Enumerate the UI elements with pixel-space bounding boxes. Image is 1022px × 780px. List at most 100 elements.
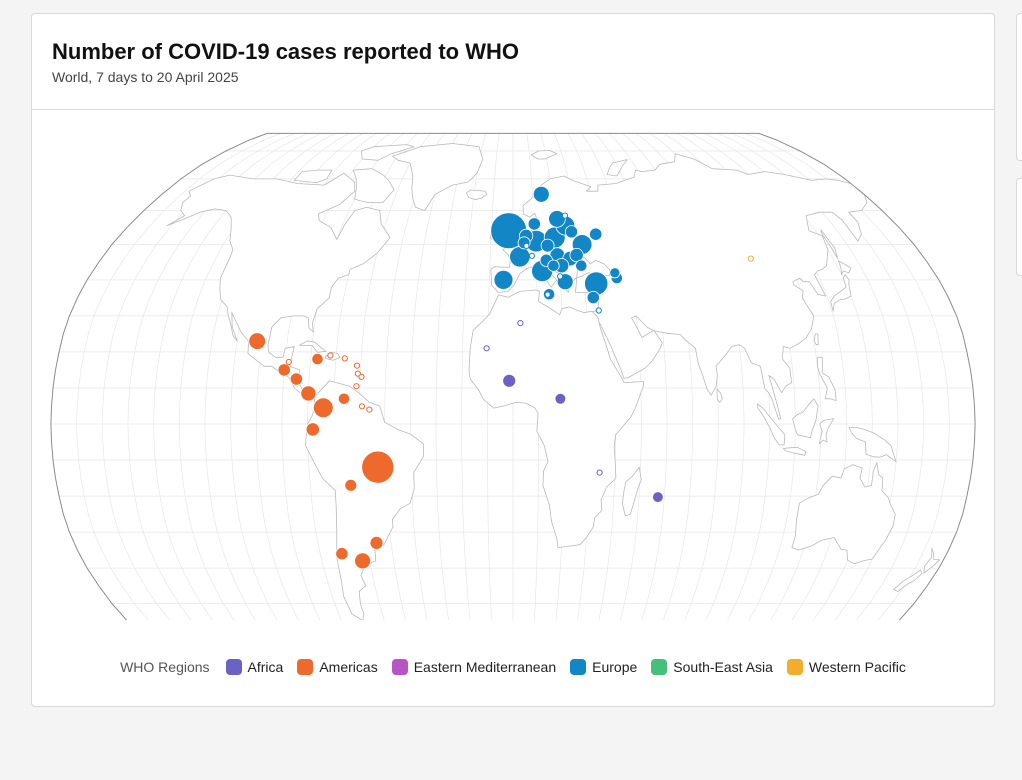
country-bubble-europe[interactable] — [544, 291, 551, 298]
country-bubble-americas[interactable] — [358, 373, 365, 380]
country-bubble-americas[interactable] — [366, 406, 373, 413]
country-bubble-europe[interactable] — [509, 246, 531, 268]
country-bubble-americas[interactable] — [341, 355, 348, 362]
country-bubble-europe[interactable] — [575, 259, 588, 272]
country-bubble-americas[interactable] — [358, 403, 366, 410]
legend-label: Africa — [247, 659, 284, 675]
country-bubble-americas[interactable] — [361, 450, 395, 484]
legend-swatch — [225, 659, 242, 675]
legend-label: Western Pacific — [808, 659, 906, 675]
landmass-new-guinea — [848, 427, 897, 463]
landmass-madagascar — [621, 466, 642, 517]
landmass-hokkaido — [838, 260, 852, 275]
legend-label: South-East Asia — [673, 659, 773, 675]
country-bubble-africa[interactable] — [652, 491, 664, 503]
country-bubble-europe[interactable] — [595, 307, 602, 314]
country-bubble-americas[interactable] — [353, 383, 360, 390]
legend-item-europe[interactable]: Europe — [570, 659, 637, 675]
graticule-meridian — [435, 133, 473, 715]
legend-item-africa[interactable]: Africa — [225, 659, 284, 675]
country-bubble-americas[interactable] — [305, 422, 320, 437]
world-map[interactable] — [32, 110, 994, 716]
country-bubble-africa[interactable] — [502, 373, 517, 388]
country-bubble-africa[interactable] — [554, 392, 567, 405]
legend-item-americas[interactable]: Americas — [297, 659, 378, 675]
landmass-svalbard — [530, 150, 558, 160]
country-bubble-europe[interactable] — [527, 217, 541, 231]
legend-swatch — [570, 659, 587, 675]
chart-subtitle: World, 7 days to 20 April 2025 — [52, 69, 239, 85]
landmass-philippines — [817, 356, 837, 401]
country-bubble-americas[interactable] — [369, 535, 384, 550]
legend-swatch — [651, 659, 668, 675]
country-bubble-americas[interactable] — [337, 392, 351, 405]
country-bubble-americas[interactable] — [312, 397, 334, 419]
graticule-meridian — [384, 133, 445, 715]
country-bubble-europe[interactable] — [586, 290, 600, 305]
country-bubble-europe[interactable] — [523, 242, 530, 249]
landmass-novaya-zemlya — [606, 159, 628, 177]
landmass-new-zealand-s — [893, 569, 923, 592]
legend-label: Eastern Mediterranean — [413, 659, 557, 675]
side-panel-top — [1016, 13, 1022, 161]
landmass-baffin — [352, 168, 395, 203]
landmass-sulawesi — [818, 418, 835, 445]
landmass-sumatra — [756, 403, 786, 446]
landmass-sakhalin — [820, 229, 839, 259]
country-bubble-europe[interactable] — [493, 269, 514, 290]
country-bubble-europe[interactable] — [532, 185, 550, 203]
country-bubble-americas[interactable] — [354, 552, 372, 570]
country-bubble-europe[interactable] — [528, 252, 535, 259]
landmass-cuba — [299, 340, 327, 353]
landmass-japan — [830, 274, 852, 312]
landmass-africa — [468, 289, 644, 548]
landmass-south-america — [305, 380, 424, 622]
country-bubble-europe[interactable] — [569, 248, 584, 263]
landmass-greenland — [392, 143, 484, 211]
country-bubble-americas[interactable] — [327, 352, 334, 359]
country-bubble-americas[interactable] — [300, 385, 317, 402]
legend-swatch — [786, 659, 803, 675]
chart-card: Number of COVID-19 cases reported to WHO… — [31, 13, 995, 716]
country-bubble-americas[interactable] — [353, 362, 361, 369]
legend-item-western-pacific[interactable]: Western Pacific — [786, 659, 906, 675]
legend: WHO Regions Africa Americas Eastern Medi… — [32, 659, 994, 675]
country-bubble-africa[interactable] — [517, 320, 524, 327]
country-bubble-americas[interactable] — [344, 478, 358, 492]
chart-title: Number of COVID-19 cases reported to WHO — [52, 39, 519, 64]
map-canvas[interactable] — [32, 110, 994, 716]
legend-item-south-east-asia[interactable]: South-East Asia — [651, 659, 773, 675]
country-bubble-americas[interactable] — [285, 358, 292, 366]
country-bubble-americas[interactable] — [277, 363, 291, 377]
landmass-north-america — [166, 172, 391, 400]
legend-label: Americas — [319, 659, 378, 675]
landmass-ellesmere — [361, 144, 415, 161]
map-outline — [50, 132, 976, 716]
country-bubble-americas[interactable] — [289, 372, 303, 386]
country-bubble-americas[interactable] — [311, 353, 324, 366]
country-bubble-europe[interactable] — [540, 238, 555, 253]
side-panel-bottom — [1016, 178, 1022, 276]
legend-swatch — [391, 659, 408, 675]
country-bubble-western-pacific[interactable] — [747, 255, 754, 262]
landmass-taiwan — [813, 333, 819, 346]
landmass-new-zealand-n — [923, 547, 941, 574]
legend-swatch — [297, 659, 314, 675]
landmass-victoria-island — [293, 169, 333, 183]
country-bubble-europe[interactable] — [609, 267, 621, 279]
landmass-australia — [791, 462, 896, 565]
country-bubble-americas[interactable] — [248, 332, 267, 350]
country-bubble-europe[interactable] — [548, 210, 566, 228]
country-bubble-americas[interactable] — [335, 547, 349, 561]
country-bubble-europe[interactable] — [564, 225, 579, 239]
legend-item-eastern-mediterranean[interactable]: Eastern Mediterranean — [391, 659, 557, 675]
country-bubble-africa[interactable] — [596, 469, 603, 476]
landmass-iceland — [466, 189, 488, 200]
legend-label: Europe — [592, 659, 638, 675]
country-bubble-africa[interactable] — [483, 345, 490, 352]
country-bubble-europe[interactable] — [589, 227, 603, 241]
country-bubble-europe[interactable] — [547, 259, 560, 272]
country-bubble-europe[interactable] — [557, 273, 564, 280]
country-bubble-europe[interactable] — [561, 212, 569, 219]
chart-header: Number of COVID-19 cases reported to WHO… — [32, 14, 994, 110]
